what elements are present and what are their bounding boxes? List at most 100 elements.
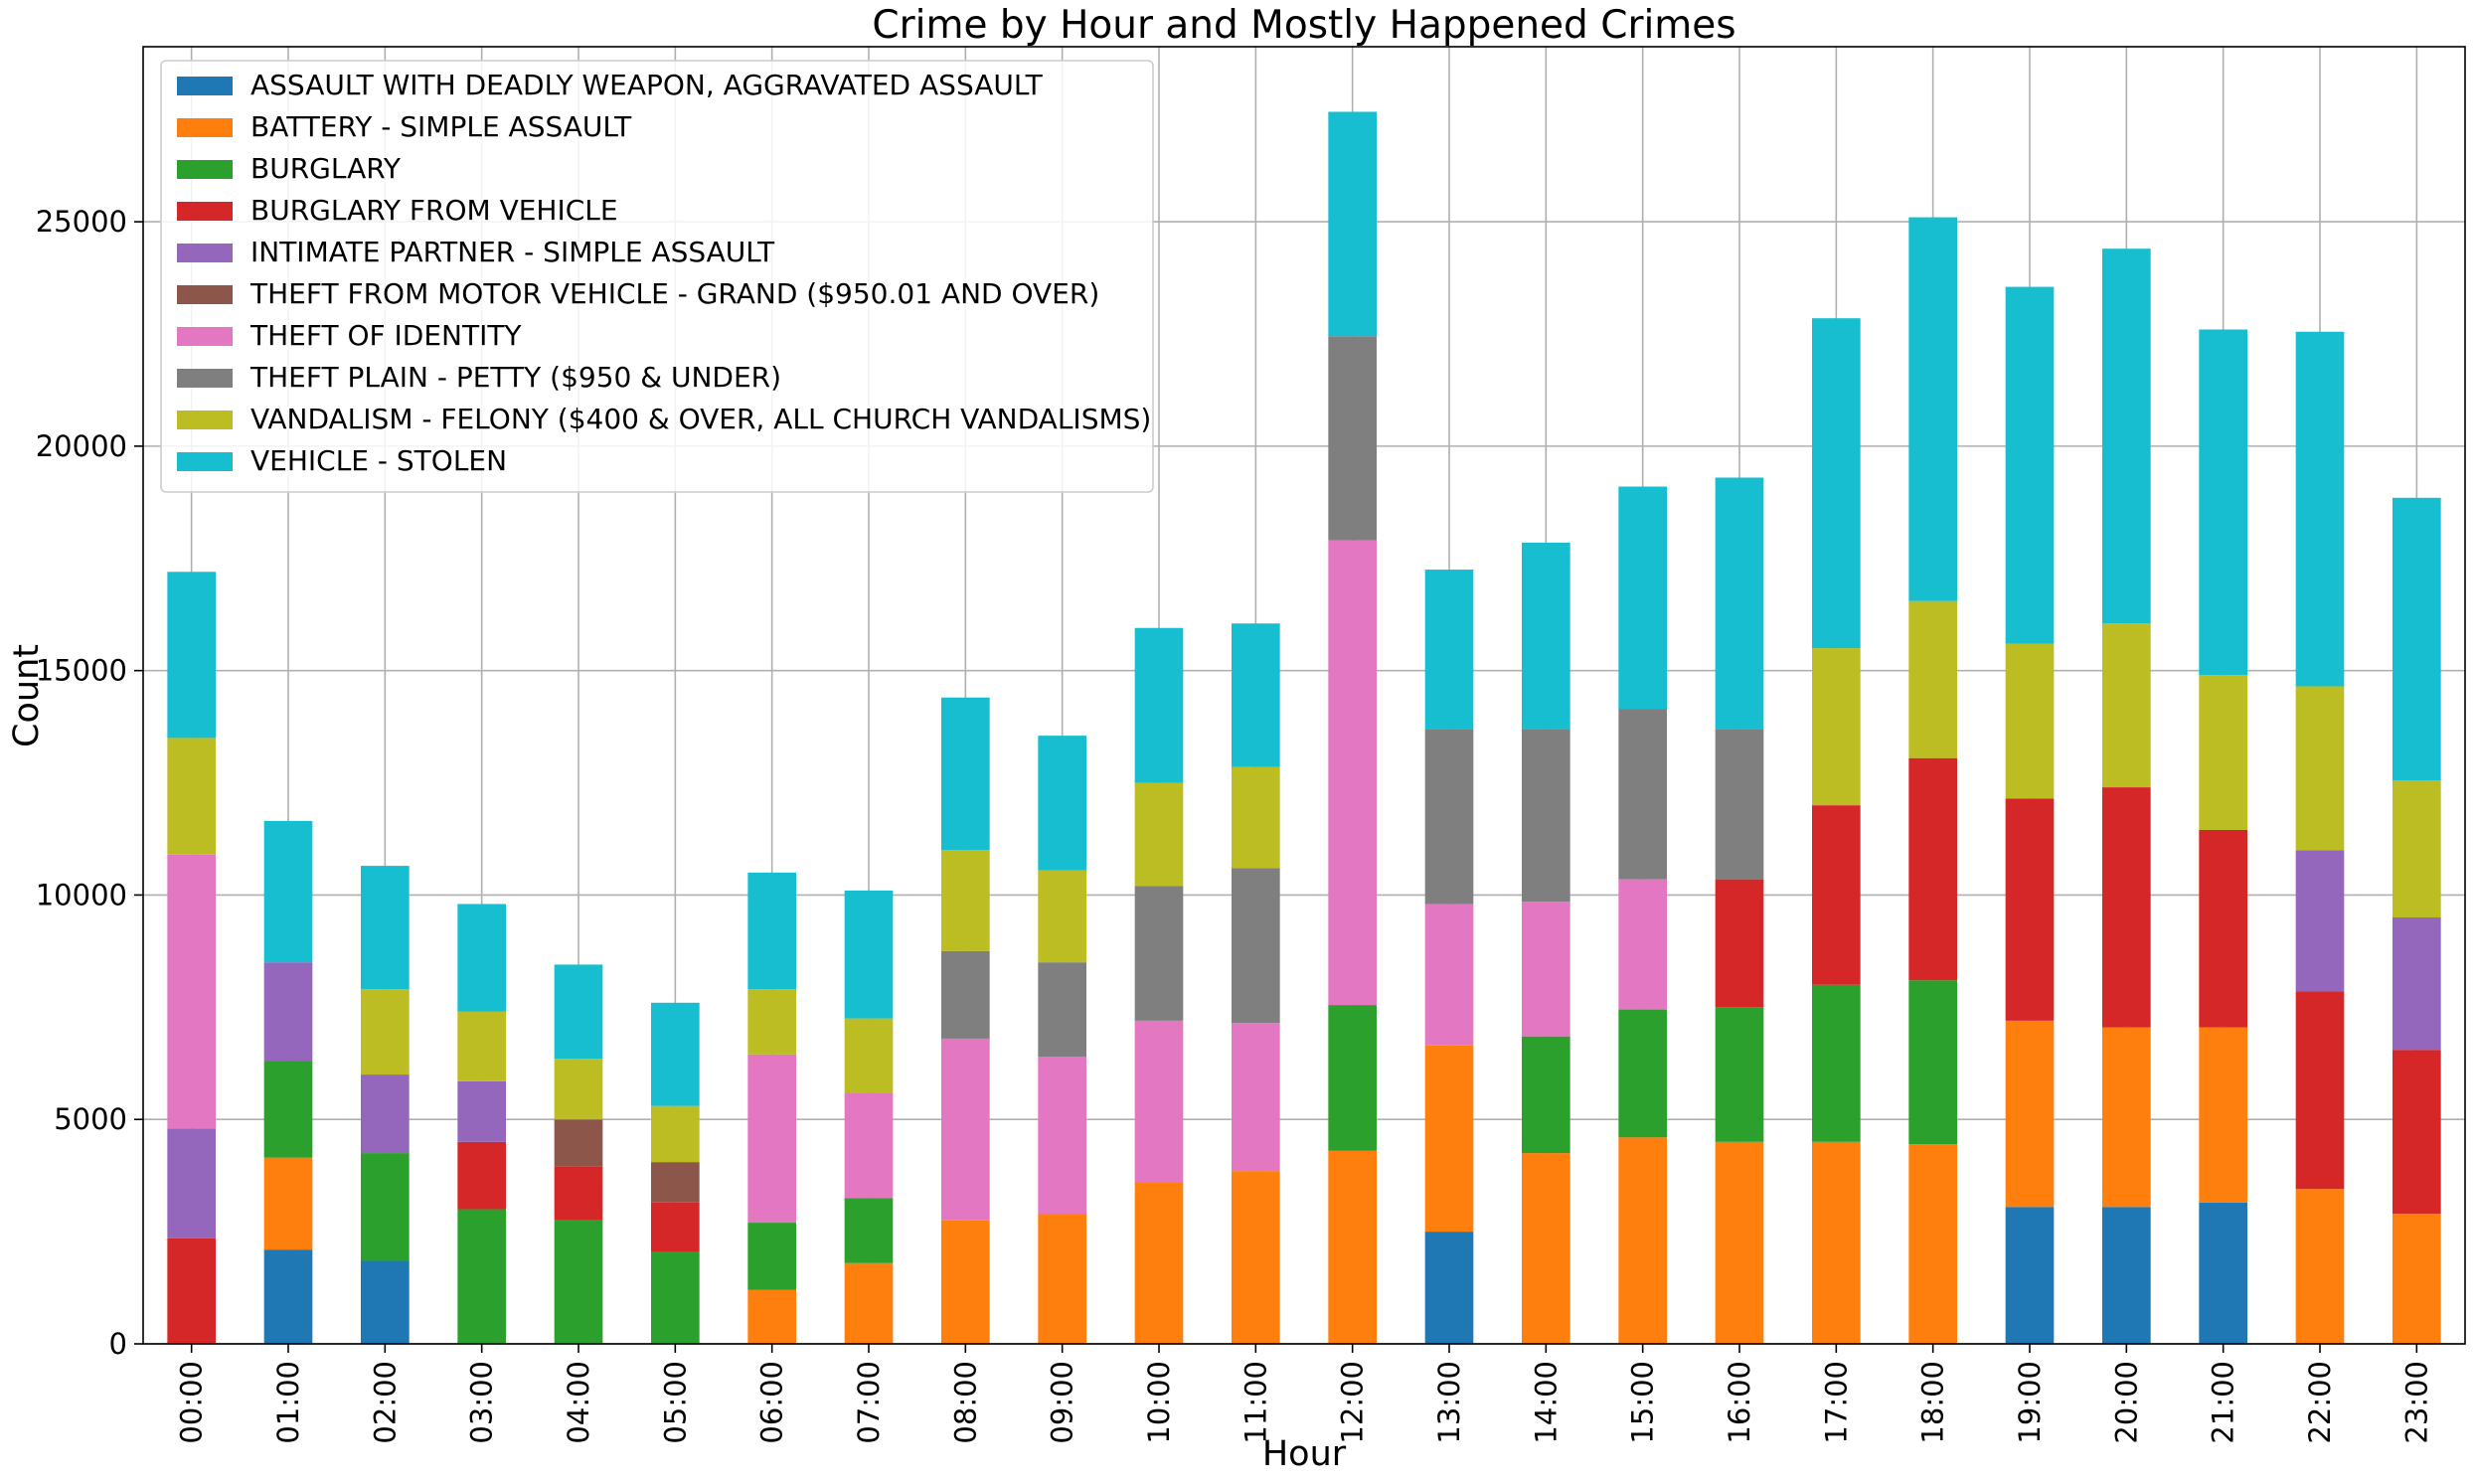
bar-segment — [1134, 627, 1184, 783]
bar-segment — [747, 872, 796, 990]
bar-segment — [167, 1128, 216, 1238]
y-tick-label: 0 — [109, 1327, 127, 1361]
bar-segment — [844, 1198, 894, 1263]
bar-segment — [2102, 1027, 2151, 1208]
bar-segment — [167, 854, 216, 1129]
bar-segment — [1812, 318, 1861, 649]
bar-segment — [1715, 1007, 1764, 1142]
legend-swatch — [177, 327, 233, 346]
x-tick-label: 17:00 — [1819, 1361, 1853, 1444]
bar-segment — [1618, 709, 1667, 880]
bar-segment — [361, 1260, 410, 1344]
bar-segment — [2102, 787, 2151, 1028]
bar-segment — [2005, 286, 2055, 644]
bar-segment — [2199, 675, 2247, 830]
x-tick-label: 08:00 — [948, 1361, 982, 1444]
bar-segment — [361, 866, 410, 990]
bar-segment — [1908, 600, 1957, 758]
bar-segment — [1232, 1171, 1280, 1344]
bar-segment — [941, 697, 990, 851]
y-tick-label: 10000 — [36, 878, 127, 911]
legend-label: VEHICLE - STOLEN — [250, 444, 507, 477]
bar-segment — [1812, 1141, 1861, 1344]
bar-segment — [1908, 1144, 1957, 1344]
legend-frame — [160, 60, 1154, 493]
x-tick-label: 01:00 — [271, 1361, 305, 1444]
legend-swatch — [177, 369, 233, 388]
bar-segment — [457, 1141, 506, 1210]
bar-segment — [167, 1237, 216, 1344]
bar-segment — [1328, 1005, 1377, 1151]
legend-label: THEFT PLAIN - PETTY ($950 & UNDER) — [249, 361, 781, 394]
legend-label: BATTERY - SIMPLE ASSAULT — [250, 110, 632, 143]
bar-segment — [1328, 540, 1377, 1006]
bar-segment — [941, 950, 990, 1039]
x-tick-label: 09:00 — [1046, 1361, 1079, 1444]
x-tick-label: 02:00 — [368, 1361, 402, 1444]
bar-segment — [1038, 1214, 1086, 1344]
bar-segment — [2392, 497, 2441, 781]
bar-segment — [1134, 1182, 1184, 1344]
legend-label: VANDALISM - FELONY ($400 & OVER, ALL CHU… — [250, 403, 1151, 435]
bar-segment — [1424, 1232, 1474, 1344]
bar-segment — [1522, 902, 1570, 1037]
x-tick-label: 15:00 — [1626, 1361, 1660, 1444]
legend-label: ASSAULT WITH DEADLY WEAPON, AGGRAVATED A… — [250, 69, 1044, 101]
x-tick-label: 06:00 — [755, 1361, 789, 1444]
bar-segment — [263, 1061, 313, 1158]
x-tick-label: 07:00 — [852, 1361, 886, 1444]
bar-segment — [1618, 486, 1667, 710]
bar-segment — [2102, 248, 2151, 624]
bar-segment — [1715, 729, 1764, 880]
bar-segment — [1618, 879, 1667, 1010]
bar-segment — [1522, 542, 1570, 730]
y-tick-label: 20000 — [36, 429, 127, 463]
bar-segment — [167, 572, 216, 739]
bar-segment — [1522, 1036, 1570, 1154]
bar-segment — [651, 1202, 700, 1252]
bar-segment — [457, 1209, 506, 1344]
legend-swatch — [177, 118, 233, 137]
legend-swatch — [177, 160, 233, 179]
bar-segment — [2005, 1207, 2055, 1344]
x-tick-label: 18:00 — [1916, 1361, 1950, 1444]
bar-segment — [2295, 1189, 2345, 1344]
legend-swatch — [177, 77, 233, 95]
bar-segment — [554, 1220, 603, 1344]
x-tick-label: 03:00 — [465, 1361, 499, 1444]
bar-segment — [2005, 643, 2055, 799]
bars — [167, 111, 2441, 1344]
x-axis-label: Hour — [1262, 1434, 1347, 1474]
y-tick-label: 25000 — [36, 205, 127, 239]
bar-segment — [1232, 766, 1280, 869]
bar-segment — [1812, 805, 1861, 985]
x-tick-label: 19:00 — [2013, 1361, 2047, 1444]
x-tick-label: 20:00 — [2109, 1361, 2143, 1444]
legend-label: INTIMATE PARTNER - SIMPLE ASSAULT — [250, 236, 775, 268]
bar-segment — [747, 1054, 796, 1224]
bar-segment — [2005, 798, 2055, 1021]
bar-segment — [1715, 1141, 1764, 1344]
bar-segment — [941, 850, 990, 951]
bar-segment — [2295, 331, 2345, 687]
y-tick-label: 5000 — [54, 1102, 127, 1136]
bar-segment — [1038, 1057, 1086, 1215]
bar-segment — [263, 820, 313, 963]
axis-ticks: 0 5000 10000 15000 20000 25000 00:00 01:00 02:00… — [36, 205, 2434, 1443]
bar-segment — [1908, 757, 1957, 981]
x-tick-label: 23:00 — [2399, 1361, 2433, 1444]
legend-swatch — [177, 452, 233, 471]
bar-segment — [2392, 917, 2441, 1051]
bar-segment — [1038, 870, 1086, 963]
bar-segment — [1424, 729, 1474, 905]
bar-segment — [2199, 1202, 2247, 1344]
bar-segment — [167, 738, 216, 855]
bar-segment — [1038, 962, 1086, 1058]
x-tick-label: 04:00 — [562, 1361, 595, 1444]
bar-segment — [1038, 736, 1086, 871]
bar-segment — [1328, 1150, 1377, 1344]
bar-segment — [1522, 1153, 1570, 1344]
bar-segment — [361, 989, 410, 1075]
bar-segment — [2392, 1214, 2441, 1344]
bar-segment — [2295, 991, 2345, 1190]
